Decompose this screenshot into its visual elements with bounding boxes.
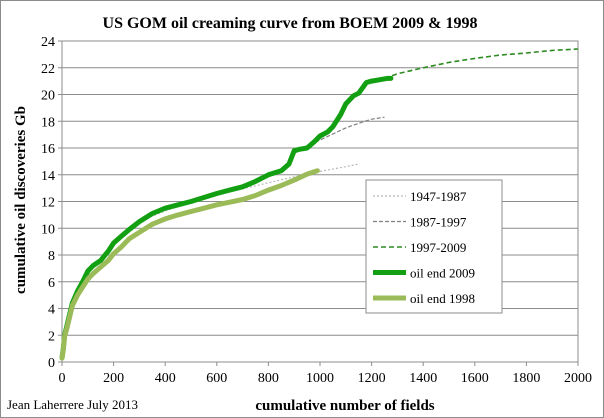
x-tick-label: 400	[155, 371, 176, 386]
y-tick-label: 14	[41, 169, 55, 184]
x-tick-label: 0	[59, 371, 66, 386]
y-axis-label: cumulative oil discoveries Gb	[13, 106, 29, 294]
series-line-1997-2009	[384, 48, 579, 80]
legend-label: 1987-1997	[410, 215, 467, 230]
y-tick-label: 8	[48, 249, 55, 264]
x-tick-label: 2000	[564, 371, 592, 386]
series-layer	[59, 48, 579, 361]
x-axis-label: cumulative number of fields	[255, 398, 434, 414]
x-tick-label: 200	[103, 371, 124, 386]
x-axis-ticks: 0 200 400 600 800 1000 1200 1400 1600 1800 2000	[59, 362, 592, 386]
y-tick-label: 4	[48, 303, 55, 318]
series-line-oil-end-1998	[59, 168, 320, 361]
chart-title: US GOM oil creaming curve from BOEM 2009…	[103, 15, 478, 32]
y-tick-label: 24	[41, 35, 55, 50]
y-tick-label: 18	[41, 115, 55, 130]
x-tick-label: 1200	[358, 371, 386, 386]
author-credit: Jean Laherrere July 2013	[7, 397, 138, 412]
y-tick-label: 2	[48, 329, 55, 344]
legend-label: oil end 2009	[410, 266, 475, 281]
legend-label: 1947-1987	[410, 189, 467, 204]
x-tick-label: 1800	[512, 371, 540, 386]
legend-box	[365, 179, 503, 314]
y-tick-label: 22	[41, 62, 55, 77]
series-line-1987-1997	[293, 116, 385, 154]
legend: 1947-1987 1987-1997 1997-2009 oil end 2009 o…	[365, 179, 503, 314]
series-line-oil-end-2009	[59, 75, 394, 361]
y-tick-label: 20	[41, 89, 55, 104]
legend-label: oil end 1998	[410, 291, 475, 306]
x-tick-label: 800	[258, 371, 279, 386]
y-tick-label: 12	[41, 196, 55, 211]
y-tick-label: 16	[41, 142, 55, 157]
legend-label: 1997-2009	[410, 240, 466, 255]
x-tick-label: 1400	[409, 371, 437, 386]
series-line-1947-1987	[139, 163, 359, 223]
x-tick-label: 600	[206, 371, 227, 386]
x-tick-label: 1600	[461, 371, 489, 386]
x-tick-label: 1000	[306, 371, 334, 386]
y-tick-label: 6	[48, 276, 55, 291]
y-tick-label: 0	[48, 356, 55, 371]
y-tick-label: 10	[41, 222, 55, 237]
